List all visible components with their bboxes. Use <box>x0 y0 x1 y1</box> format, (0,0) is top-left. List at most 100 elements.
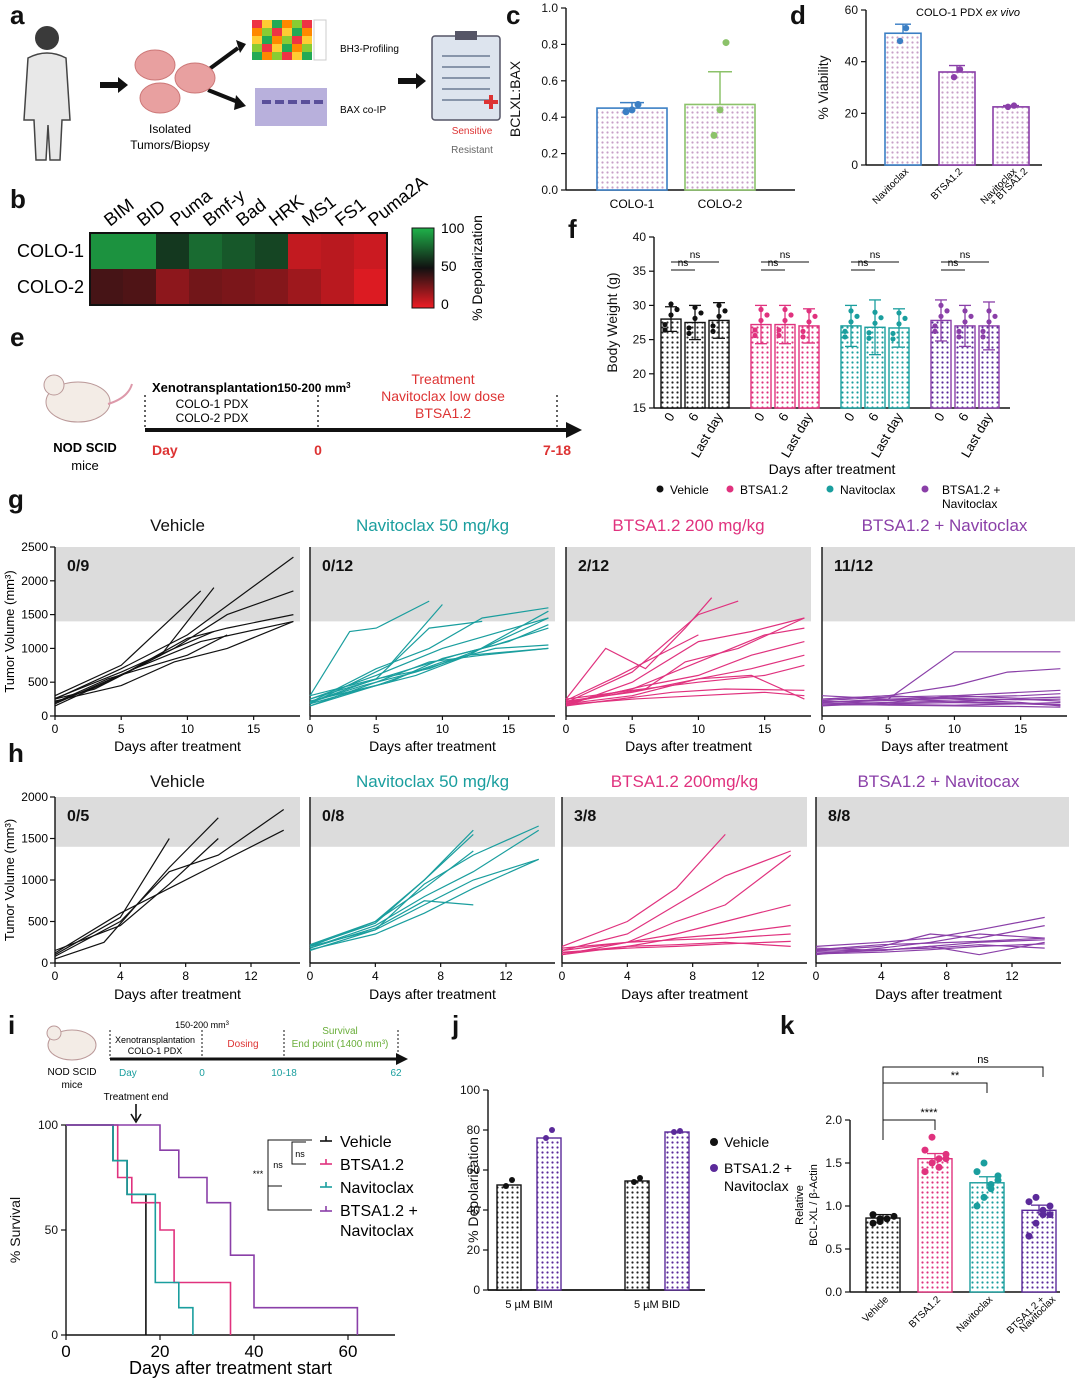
mouse-icon <box>45 381 111 423</box>
heatmap-cell <box>90 269 124 306</box>
growth-line <box>815 916 1045 947</box>
data-point <box>956 334 962 340</box>
clipboard-clip <box>455 31 477 40</box>
day-label: Day <box>119 1068 137 1079</box>
data-point <box>543 1135 549 1141</box>
data-point <box>902 315 908 321</box>
heatmap-cell <box>189 233 223 270</box>
panel-label-k: k <box>780 1010 795 1040</box>
y-tick-label: 0 <box>41 709 48 723</box>
y-tick-label: 100 <box>460 1083 480 1097</box>
heatmap-mini-cell <box>282 36 292 44</box>
data-point <box>890 336 896 342</box>
y-axis-label: % Viability <box>815 55 831 119</box>
count-label: 0/12 <box>322 558 353 575</box>
panel-a: Isolated Tumors/Biopsy BH3-Profiling BAX co… <box>23 19 501 161</box>
panel-title: BTSA1.2 + Navitoclax <box>862 516 1028 535</box>
bar <box>684 103 756 191</box>
blot-band <box>275 100 284 104</box>
bar <box>624 1180 650 1291</box>
x-tick-label: 40 <box>245 1342 264 1361</box>
growth-line <box>309 850 474 946</box>
x-tick-label: 6 <box>955 410 972 424</box>
x-tick-label: 5 <box>629 722 636 736</box>
panel-label-d: d <box>790 0 806 30</box>
panel-d: 0 20 40 60 % Viability COLO-1 PDX ex vivo Navi… <box>815 3 1042 209</box>
data-point <box>692 304 698 311</box>
growth-line <box>54 829 284 954</box>
data-point <box>764 312 770 318</box>
y-axis-label: BCL-XL / β-Actin <box>808 1164 820 1246</box>
x-axis-label: Days after treatment <box>369 738 496 754</box>
x-tick-label: BTSA1.2 <box>929 166 965 202</box>
panel-b: BIMBIDPumaBmf-yBadHRKMS1FS1Puma2ACOLO-1C… <box>17 172 485 321</box>
heatmap-mini-cell <box>292 28 302 36</box>
growth-line <box>561 940 791 953</box>
y-tick-label: 1.0 <box>825 1199 842 1213</box>
x-tick-label: COLO-1 <box>610 197 655 211</box>
colorbar-tick: 100 <box>441 220 465 236</box>
x-tick-label: 15 <box>247 722 261 736</box>
legend-label: BTSA1.2 <box>740 483 788 497</box>
bar <box>1021 1209 1057 1293</box>
growth-line <box>815 925 1045 952</box>
legend-marker <box>726 485 734 493</box>
annotation-arrow-icon <box>130 1104 142 1124</box>
data-point <box>980 334 986 340</box>
treat-label: Navitoclax low dose <box>381 388 505 404</box>
x-tick-label: 5 µM BIM <box>505 1299 552 1311</box>
count-label: 3/8 <box>574 808 596 825</box>
size-sup: 3 <box>226 1021 230 1027</box>
panel-k: 0.0 0.5 1.0 1.5 2.0 Relative BCL-XL / β-Actin V… <box>794 1054 1060 1337</box>
y-axis-label: Tumor Volume (mm³) <box>2 819 17 941</box>
panel-title: Navitoclax 50 mg/kg <box>356 516 509 535</box>
data-point <box>986 319 992 325</box>
legend-label: BTSA1.2 + <box>724 1160 792 1176</box>
heatmap-mini-cell <box>282 20 292 28</box>
x-tick-label: 4 <box>117 969 124 983</box>
bar <box>865 1217 901 1293</box>
heatmap-cell <box>156 269 190 306</box>
data-point <box>1025 1198 1033 1206</box>
blot-band <box>301 100 310 104</box>
sig-label: ns <box>960 250 971 261</box>
data-point <box>932 328 938 334</box>
x-tick-label: 6 <box>865 410 882 424</box>
data-point <box>980 328 986 334</box>
arrow-head-icon <box>234 95 246 110</box>
sig-bracket <box>291 1141 306 1165</box>
data-point <box>634 100 642 108</box>
endpoint-shade <box>55 797 300 847</box>
growth-line <box>561 904 791 952</box>
growth-line <box>561 933 791 949</box>
data-point <box>806 319 812 325</box>
x-tick-label: 0 <box>61 1342 70 1361</box>
heatmap-cell <box>222 233 256 270</box>
size-label: 150-200 mm3 <box>175 1020 230 1030</box>
mouse-ear-icon <box>43 374 65 396</box>
colorbar-label: % Depolarization <box>469 215 485 321</box>
sig-label: ns <box>273 1160 283 1170</box>
data-point <box>800 334 806 340</box>
heatmap-mini-cell <box>292 20 302 28</box>
data-point <box>866 335 872 341</box>
growth-line <box>309 829 474 947</box>
red-cross-icon <box>484 95 498 109</box>
x-tick-label: COLO-2 <box>698 197 743 211</box>
y-tick-label: 0.0 <box>541 183 558 197</box>
x-axis-label: Days after treatment start <box>129 1358 332 1378</box>
x-tick-label: 8 <box>437 969 444 983</box>
y-tick-label: 15 <box>633 401 647 415</box>
row-label: COLO-2 <box>17 277 84 297</box>
blot-icon <box>255 88 327 126</box>
resistant-label: Resistant <box>451 145 493 156</box>
treat-label: BTSA1.2 <box>415 405 471 421</box>
legend-label: Vehicle <box>670 483 709 497</box>
data-point <box>800 328 806 334</box>
t2-label: 62 <box>390 1068 402 1079</box>
endpoint-shade <box>562 797 807 847</box>
survival-label: Survival <box>322 1026 358 1037</box>
y-tick-label: 0.2 <box>541 147 558 161</box>
chart-title: COLO-1 PDX ex vivo <box>916 7 1020 19</box>
x-axis-label: Days after treatment <box>369 986 496 1002</box>
